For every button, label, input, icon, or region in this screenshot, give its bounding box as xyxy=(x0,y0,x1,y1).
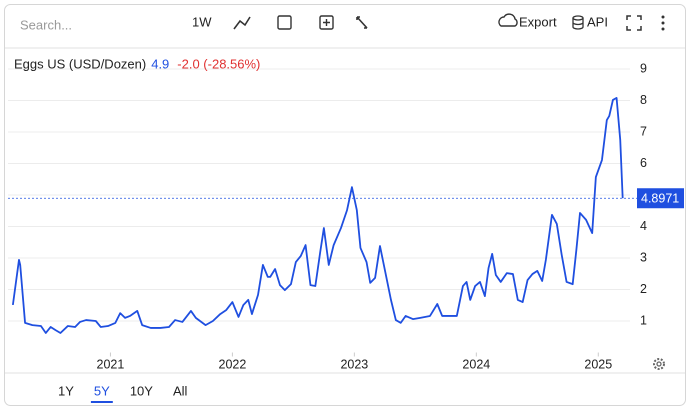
y-tick-label: 7 xyxy=(640,124,647,138)
range-button[interactable]: 1Y xyxy=(58,383,74,398)
calendar-icon[interactable] xyxy=(277,15,292,30)
search-box[interactable]: Search... xyxy=(20,17,72,32)
range-button[interactable]: All xyxy=(173,383,188,398)
current-value-box xyxy=(637,188,684,209)
tools-icon[interactable] xyxy=(356,16,368,29)
current-value-label: 4.8971 xyxy=(641,192,679,206)
y-tick-label: 2 xyxy=(640,282,647,296)
settings-icon[interactable] xyxy=(653,358,665,370)
add-icon-plus xyxy=(323,19,330,26)
plot-area: 123456789202120222023202420254.8971 xyxy=(8,61,684,371)
range-button[interactable]: 10Y xyxy=(130,383,153,398)
x-tick-label: 2023 xyxy=(340,357,368,371)
y-tick-label: 4 xyxy=(640,219,647,233)
range-button[interactable]: 5Y xyxy=(94,383,110,398)
api-icon-body xyxy=(572,18,584,30)
export-icon[interactable] xyxy=(498,13,518,27)
range-selector: 1Y 5Y 10Y All xyxy=(58,383,188,403)
api-button[interactable]: API xyxy=(587,14,608,29)
legend-change: -2.0 (-28.56%) xyxy=(177,56,260,71)
interval-button[interactable]: 1W xyxy=(192,14,212,29)
legend-name: Eggs US (USD/Dozen) xyxy=(14,56,146,71)
x-tick-label: 2025 xyxy=(584,357,612,371)
series-line xyxy=(11,97,624,334)
y-tick-label: 1 xyxy=(640,313,647,327)
legend: Eggs US (USD/Dozen) 4.9 -2.0 (-28.56%) xyxy=(14,56,260,71)
toolbar: Search... 1W Export API xyxy=(20,13,665,32)
x-tick-label: 2022 xyxy=(219,357,247,371)
chart-type-icon[interactable] xyxy=(233,16,251,30)
menu-icon[interactable] xyxy=(661,15,665,31)
x-tick-label: 2021 xyxy=(97,357,125,371)
export-button[interactable]: Export xyxy=(519,14,557,29)
y-tick-label: 8 xyxy=(640,93,647,107)
y-tick-label: 9 xyxy=(640,61,647,75)
x-tick-label: 2024 xyxy=(462,357,490,371)
legend-last: 4.9 xyxy=(151,56,169,71)
frame xyxy=(4,4,686,406)
add-icon[interactable] xyxy=(319,15,334,30)
y-tick-label: 3 xyxy=(640,250,647,264)
y-tick-label: 6 xyxy=(640,156,647,170)
fullscreen-icon[interactable] xyxy=(626,15,642,31)
